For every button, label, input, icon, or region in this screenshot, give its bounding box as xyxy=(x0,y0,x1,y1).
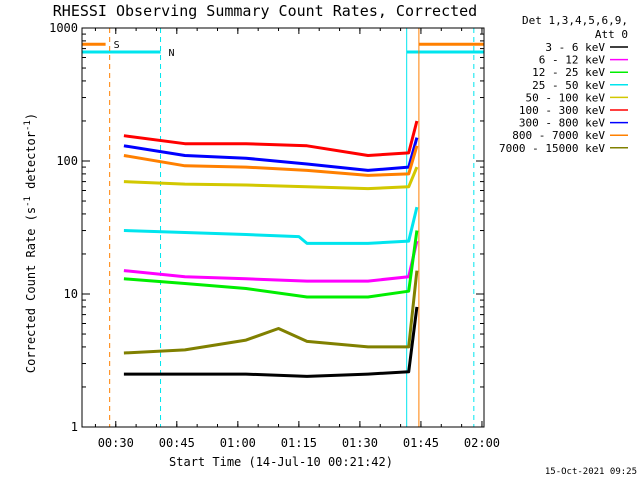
x-tick-label: 00:45 xyxy=(159,436,195,450)
legend-header: Det 1,3,4,5,6,9, xyxy=(522,14,628,27)
y-axis-title: Corrected Count Rate (s-1 detector-1) xyxy=(23,113,38,373)
series-line xyxy=(123,240,419,283)
y-tick-label: 1 xyxy=(71,420,78,434)
x-tick-label: 01:30 xyxy=(342,436,378,450)
series-line xyxy=(123,230,419,299)
x-tick-label: 01:15 xyxy=(281,436,317,450)
y-tick-label: 1000 xyxy=(49,21,78,35)
legend-entry: 3 - 6 keV xyxy=(545,41,605,54)
y-axis-title-part: Corrected Count Rate (s xyxy=(24,207,38,373)
legend-entry: 25 - 50 keV xyxy=(532,79,605,92)
legend-entry: 7000 - 15000 keV xyxy=(499,142,605,155)
legend-entry: 6 - 12 keV xyxy=(539,54,606,67)
x-tick-label: 01:00 xyxy=(220,436,256,450)
flag-label: S xyxy=(114,40,120,51)
y-axis-title-sup: -1 xyxy=(23,196,33,207)
legend-entry: 800 - 7000 keV xyxy=(512,129,605,142)
x-tick-label: 01:45 xyxy=(403,436,439,450)
legend-header: Att 0 xyxy=(595,28,628,41)
axes: 00:30 00:45 01:00 01:15 01:30 01:45 02:00 1 10 10… xyxy=(49,21,500,450)
legend-entry: 100 - 300 keV xyxy=(519,104,605,117)
y-axis-title-sup: -1 xyxy=(23,120,33,131)
y-axis-title-part: detector xyxy=(24,131,38,196)
series-line xyxy=(123,120,419,157)
series-line xyxy=(123,137,419,172)
x-tick-label: 00:30 xyxy=(98,436,134,450)
y-tick-label: 10 xyxy=(64,287,78,301)
legend-entry: 300 - 800 keV xyxy=(519,117,605,130)
series-line xyxy=(123,145,419,177)
chart-title: RHESSI Observing Summary Count Rates, Co… xyxy=(53,2,477,20)
series-line xyxy=(123,270,419,355)
y-axis-title-part: ) xyxy=(24,113,38,120)
plot-area: SN xyxy=(82,28,484,427)
series-line xyxy=(123,306,419,378)
legend-entry: 12 - 25 keV xyxy=(532,66,605,79)
plot-frame xyxy=(81,27,485,428)
y-tick-label: 100 xyxy=(56,154,78,168)
x-axis-title: Start Time (14-Jul-10 00:21:42) xyxy=(169,455,393,469)
timestamp: 15-Oct-2021 09:25 xyxy=(545,467,637,477)
flag-label: N xyxy=(169,48,175,59)
series-line xyxy=(123,206,419,245)
legend-entry: 50 - 100 keV xyxy=(526,91,606,104)
x-tick-label: 02:00 xyxy=(464,436,500,450)
series-line xyxy=(123,166,419,191)
